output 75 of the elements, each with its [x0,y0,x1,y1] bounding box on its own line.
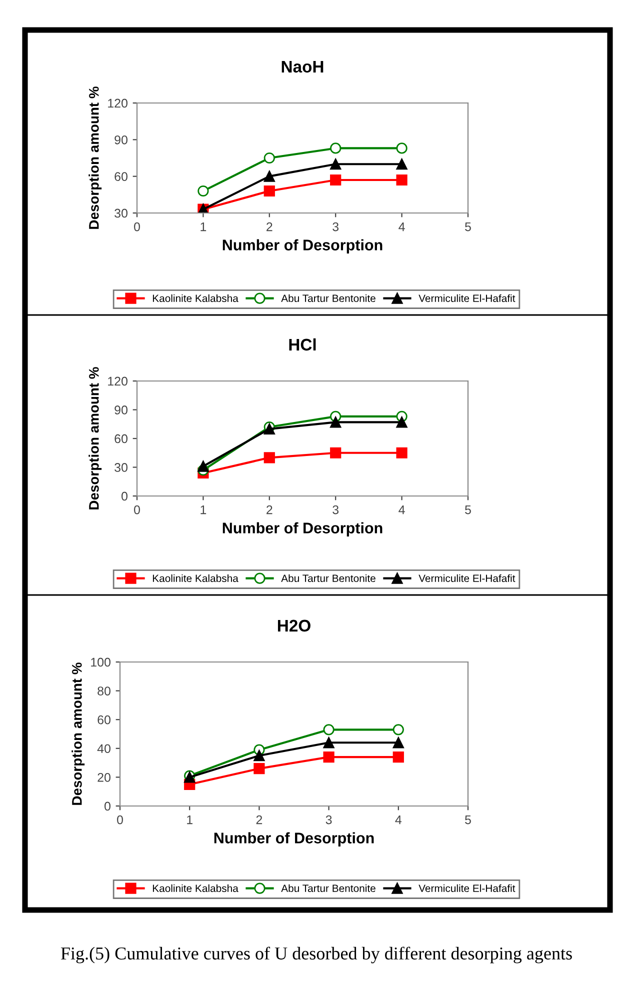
chart-title: H2O [278,620,310,632]
x-axis-title: Number of Desorption [214,832,374,846]
legend-label: Abu Tartur Bentonite [281,574,376,582]
x-tick-label: 2 [266,505,272,514]
point [396,158,408,170]
x-tick-label: 1 [200,222,206,232]
y-tick-label: 60 [98,715,110,724]
x-tick-label: 4 [398,222,405,232]
legend-label: Vermiculite El-Hafafit [418,574,516,582]
x-tick-label: 5 [465,222,471,232]
y-axis-title: Desorption amount % [72,662,85,805]
y-tick-label: 60 [114,172,128,181]
x-tick-label: 4 [398,505,405,514]
y-tick-label: 30 [114,463,128,472]
point [396,174,408,186]
chart-title: NaoH [282,60,324,73]
y-tick-label: 100 [91,658,110,667]
text: Fig.(5) Cumulative curves of U desorbed by different desorping agents [60,946,572,964]
point [396,416,408,428]
x-tick-label: 1 [200,505,206,514]
legend-label: Vermiculite El-Hafafit [418,294,516,302]
y-tick-label: 90 [114,135,128,144]
point [396,447,408,458]
point [392,751,404,763]
y-tick-label: 0 [122,492,128,501]
point [323,737,334,748]
y-tick-label: 60 [114,434,128,444]
point [254,763,265,774]
legend-label: Abu Tartur Bentonite [281,884,376,892]
point [264,170,275,182]
point [198,185,209,197]
chart-title: HCl [289,338,316,351]
legend-label: Kaolinite Kalabsha [152,574,238,582]
legend-label: Vermiculite El-Hafafit [418,884,516,892]
point [254,750,265,762]
point [264,452,275,464]
point [198,460,209,472]
y-tick-label: 30 [114,208,128,218]
x-tick-label: 3 [332,222,339,232]
x-tick-label: 4 [395,815,402,824]
y-tick-label: 0 [104,802,110,811]
x-tick-label: 2 [266,222,272,232]
point [330,447,342,458]
y-tick-label: 120 [108,98,128,108]
point [330,416,342,428]
point [323,724,334,736]
point [264,152,275,164]
y-tick-label: 120 [108,376,128,386]
y-tick-label: 80 [98,686,110,696]
point [392,737,404,748]
x-tick-label: 0 [134,222,140,232]
x-axis-title: Number of Desorption [222,239,382,254]
x-tick-label: 0 [134,505,140,514]
point [264,185,275,197]
point [323,751,334,763]
y-tick-label: 40 [97,744,110,754]
y-tick-label: 20 [98,773,110,782]
x-tick-label: 5 [465,815,471,824]
x-axis-title: Number of Desorption [222,522,382,536]
x-tick-label: 5 [465,505,471,514]
legend-label: Abu Tartur Bentonite [281,294,376,302]
y-axis-title: Desorption amount % [88,367,102,510]
point [396,142,408,154]
x-tick-label: 3 [332,505,339,514]
y-tick-label: 90 [114,406,128,414]
legend-label: Kaolinite Kalabsha [152,884,238,892]
legend-label: Kaolinite Kalabsha [152,294,238,302]
point [330,142,342,154]
x-tick-label: 1 [187,815,192,824]
x-tick-label: 2 [256,815,262,824]
point [392,724,404,736]
point [330,174,342,186]
x-tick-label: 3 [326,815,332,824]
point [330,158,342,170]
y-axis-title: Desorption amount % [88,86,102,229]
